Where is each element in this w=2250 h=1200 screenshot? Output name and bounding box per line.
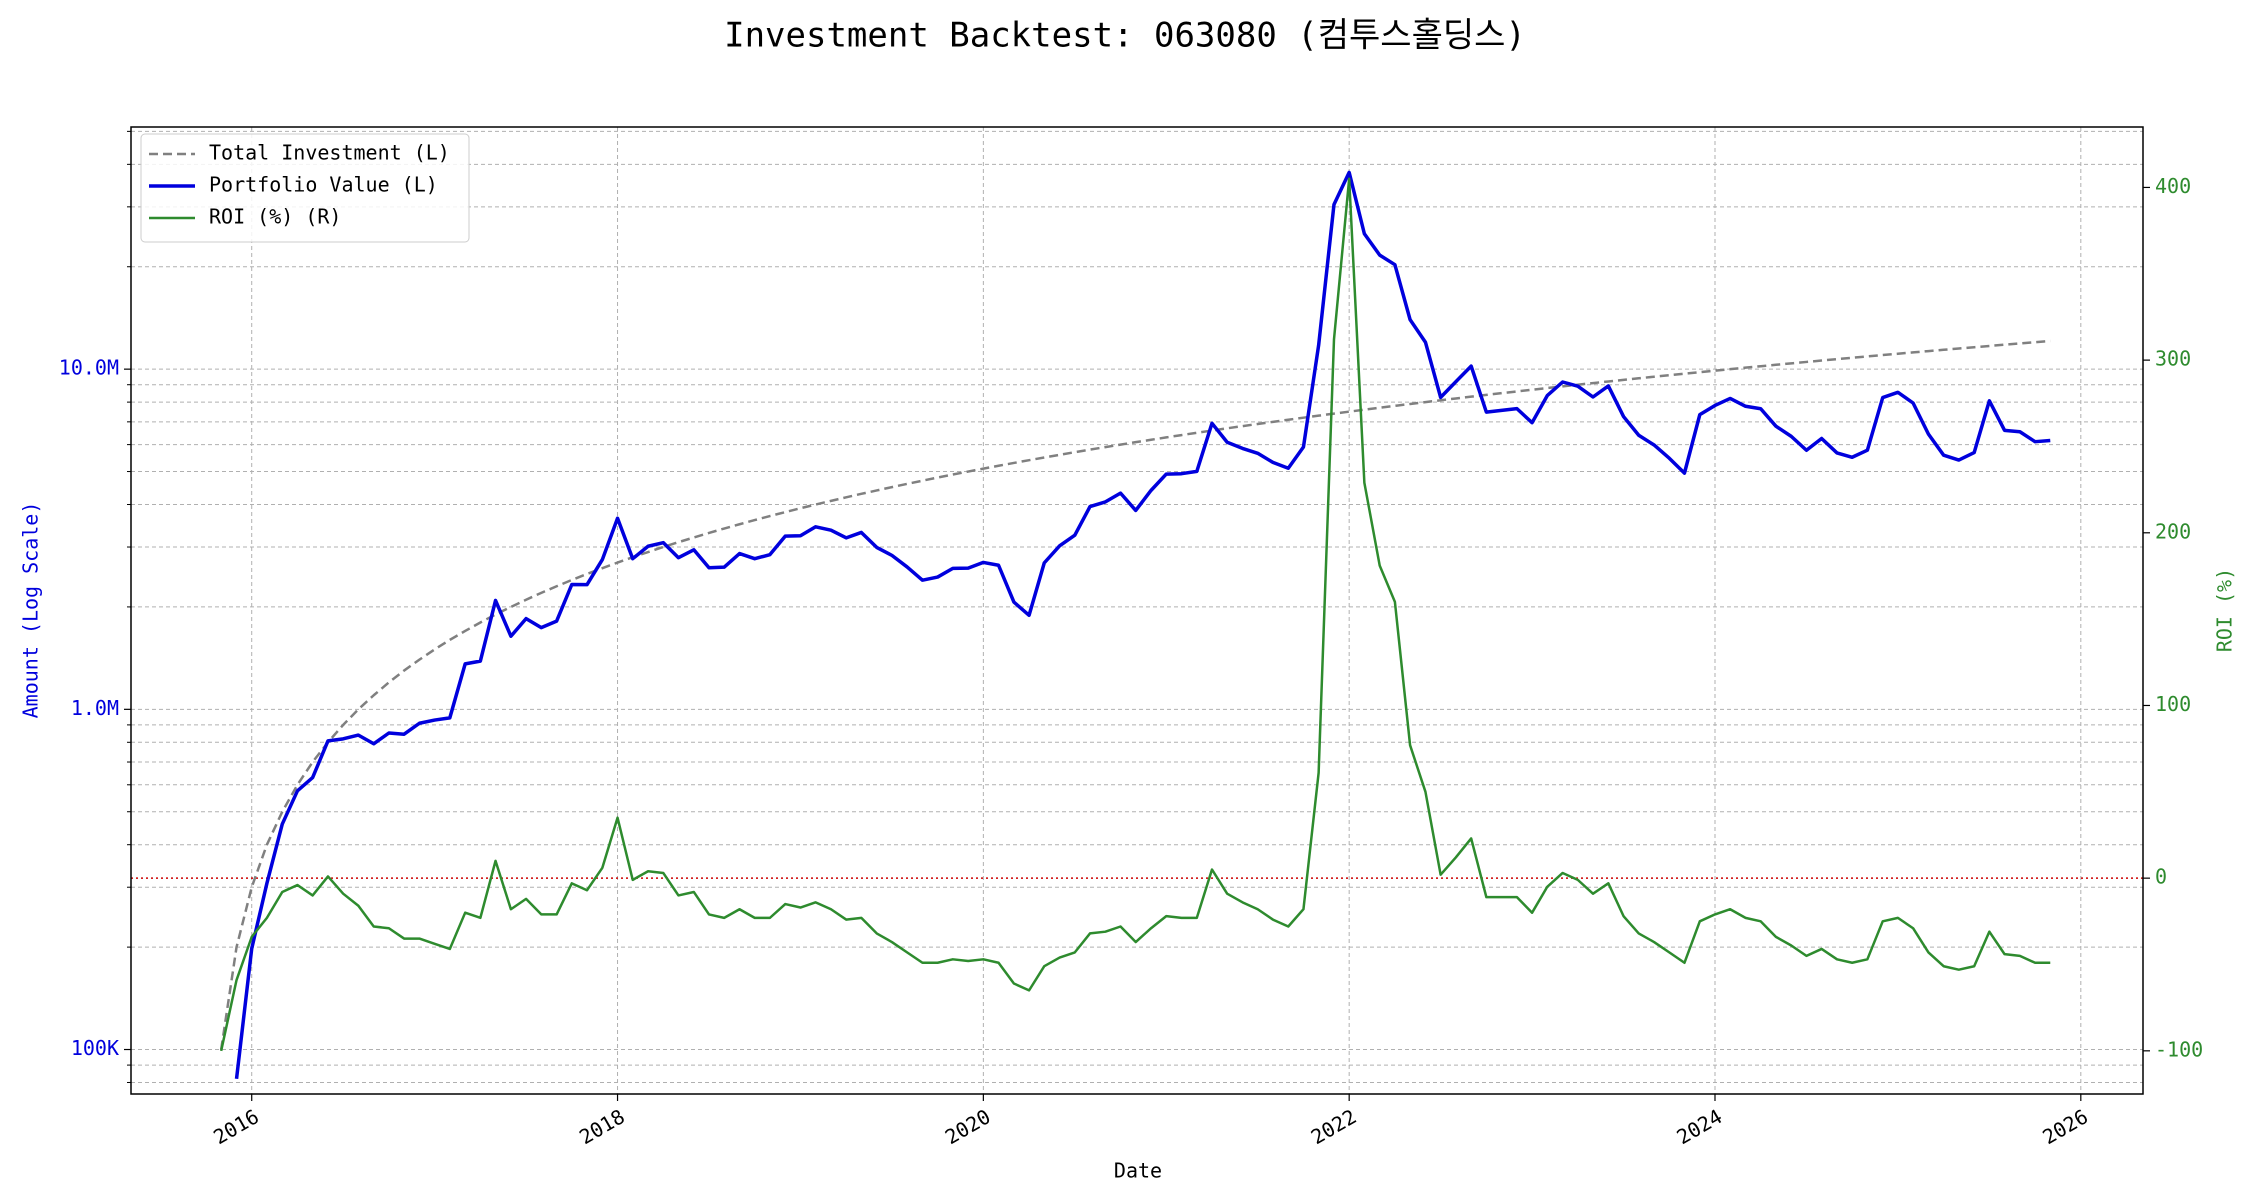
y2-tick-label: 0 [2155, 865, 2167, 889]
y2-tick-label: -100 [2155, 1037, 2203, 1061]
y-tick-label: 100K [71, 1036, 119, 1060]
x-axis-label: Date [1114, 1159, 1162, 1183]
y2-tick-label: 200 [2155, 519, 2191, 543]
series-line [219, 339, 2051, 1050]
legend-label: Portfolio Value (L) [209, 173, 438, 197]
plot-frame [130, 126, 2144, 1095]
plot-area [131, 170, 2143, 1080]
y2-tick-label: 100 [2155, 692, 2191, 716]
y2-tick-label: 400 [2155, 174, 2191, 198]
series-line [234, 170, 2051, 1080]
y2-tick-label: 300 [2155, 347, 2191, 371]
series-line [219, 177, 2051, 1052]
chart-title: Investment Backtest: 063080 (컴투스홀딩스) [724, 16, 1526, 56]
legend: Total Investment (L) Portfolio Value (L) R… [140, 133, 470, 243]
legend-label: Total Investment (L) [209, 141, 450, 165]
legend-box [140, 133, 470, 243]
legend-label: ROI (%) (R) [209, 205, 341, 229]
y2-axis-label: ROI (%) [2213, 568, 2237, 652]
y-axis-label: Amount (Log Scale) [19, 502, 43, 719]
y-tick-label: 1.0M [71, 696, 119, 720]
y-tick-label: 10.0M [59, 356, 119, 380]
grid [131, 127, 2143, 1094]
